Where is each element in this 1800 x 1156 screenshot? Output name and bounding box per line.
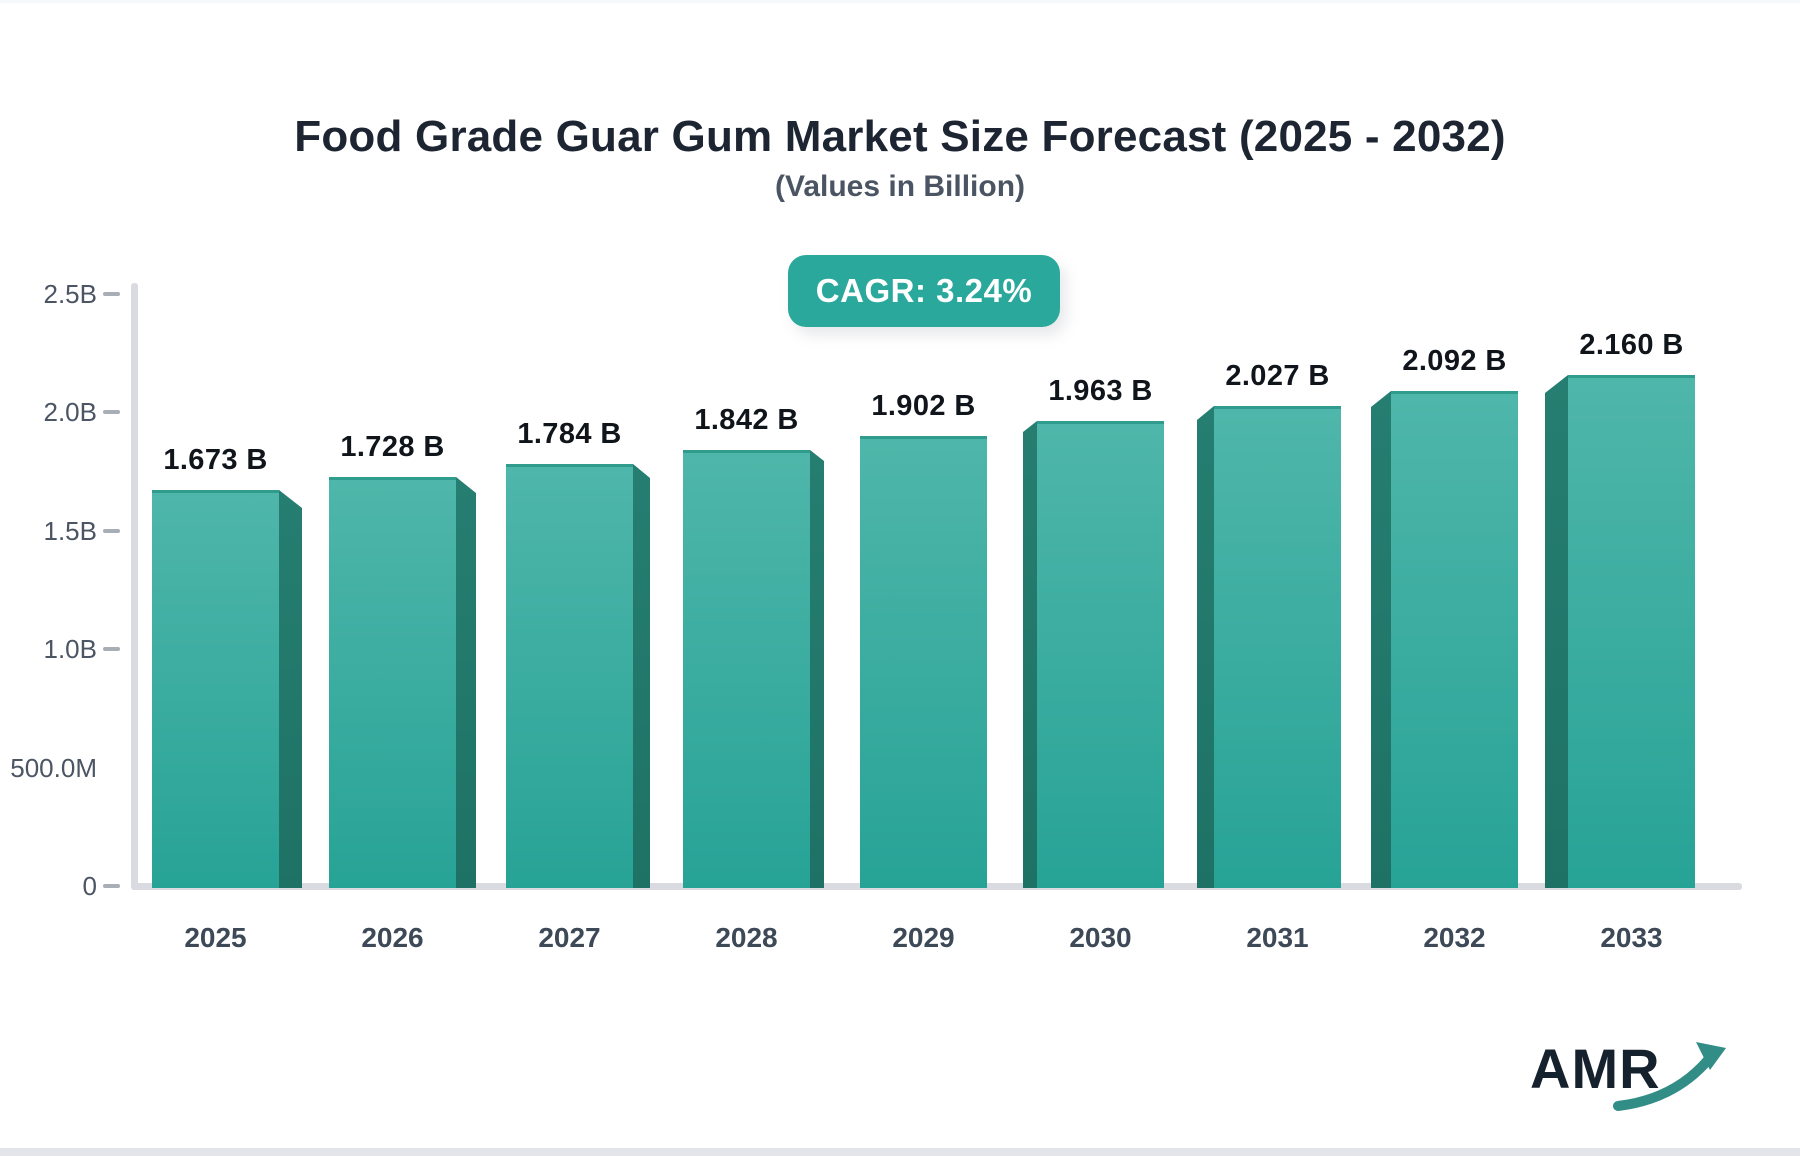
bar-face: [683, 450, 810, 888]
bar-side-panel: [810, 450, 824, 888]
bar-side-panel: [456, 477, 476, 888]
amr-logo-text: AMR: [1530, 1037, 1661, 1100]
x-axis-label: 2028: [715, 922, 778, 953]
bar-value-label: 1.963 B: [1048, 375, 1153, 407]
bar-value-label: 2.027 B: [1225, 360, 1330, 392]
y-axis-label: 1.0B: [43, 634, 98, 664]
bar-value-label: 1.842 B: [694, 404, 799, 436]
bar-face: [506, 464, 633, 888]
bar-value-label: 1.673 B: [163, 444, 268, 476]
trend-up-arrow-icon: [1613, 1042, 1726, 1111]
bar-side-panel: [1197, 406, 1214, 888]
y-axis-tick: [103, 292, 120, 296]
bar-face: [1568, 375, 1695, 888]
bar-value-label: 2.092 B: [1402, 345, 1507, 377]
chart-subtitle: (Values in Billion): [774, 170, 1026, 203]
x-axis-label: 2025: [184, 922, 247, 953]
amr-logo: AMR: [1530, 1036, 1730, 1116]
bar-face: [152, 490, 279, 888]
y-axis-tick: [103, 529, 120, 533]
y-axis-line: [131, 283, 138, 889]
bar-side-panel: [633, 464, 650, 888]
page-bottom-edge: [0, 1148, 1800, 1156]
bar-side-panel: [279, 490, 302, 888]
bar-value-label: 1.784 B: [517, 418, 622, 450]
y-axis-label: 1.5B: [43, 516, 98, 546]
bar-face: [1214, 406, 1341, 888]
bar-face: [329, 477, 456, 888]
cagr-badge-label: CAGR: 3.24%: [815, 272, 1033, 309]
y-axis-label: 500.0M: [10, 753, 97, 783]
y-axis-tick: [103, 647, 120, 651]
x-axis-label: 2027: [538, 922, 601, 953]
x-axis-label: 2033: [1600, 922, 1663, 953]
x-axis-label: 2031: [1246, 922, 1309, 953]
y-axis-label: 2.5B: [43, 279, 98, 309]
x-axis-label: 2032: [1423, 922, 1486, 953]
bar-side-panel: [1023, 421, 1037, 888]
bar-face: [1391, 391, 1518, 888]
bar-side-panel: [1545, 375, 1568, 888]
x-axis-label: 2030: [1069, 922, 1132, 953]
bar-value-label: 1.902 B: [871, 390, 976, 422]
y-axis-label: 2.0B: [43, 397, 98, 427]
bar-face: [860, 436, 987, 888]
y-axis-label: 0: [82, 871, 97, 901]
bar-value-label: 2.160 B: [1579, 329, 1684, 361]
bar-side-panel: [1371, 391, 1391, 888]
chart-title: Food Grade Guar Gum Market Size Forecast…: [294, 112, 1506, 161]
y-axis-tick: [103, 884, 120, 888]
x-axis-label: 2026: [361, 922, 424, 953]
y-axis-tick: [103, 410, 120, 414]
x-axis-label: 2029: [892, 922, 955, 953]
cagr-badge: CAGR: 3.24%: [788, 255, 1060, 327]
bar-value-label: 1.728 B: [340, 431, 445, 463]
page-top-edge: [0, 0, 1800, 3]
bar-face: [1037, 421, 1164, 888]
